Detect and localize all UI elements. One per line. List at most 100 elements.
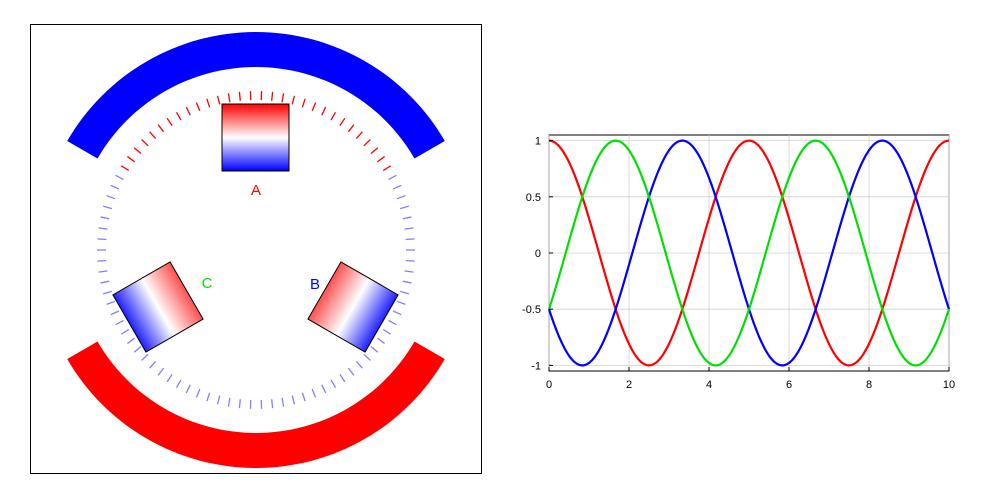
rim-tick (120, 328, 130, 335)
rim-tick (133, 345, 142, 353)
rim-tick (175, 379, 182, 389)
rim-tick (100, 216, 110, 220)
rim-tick (376, 156, 386, 163)
x-axis-ticks: 0 2 4 6 8 10 (546, 367, 955, 391)
rim-tick (281, 397, 285, 407)
rim-tick (166, 373, 173, 383)
rim-tick (126, 156, 136, 163)
phase-chart-panel: 0 2 4 6 8 10 1 0.5 0 -0.5 -1 (500, 110, 980, 410)
rim-tick (227, 93, 231, 103)
rim-tick (402, 280, 412, 284)
rim-tick (157, 367, 165, 376)
rim-tick (339, 117, 346, 127)
rim-tick (97, 238, 107, 241)
rim-tick (405, 259, 415, 262)
y-tick-label: 0 (535, 248, 541, 260)
y-tick-label: 1 (535, 136, 541, 148)
rim-tick (106, 300, 116, 305)
rim-tick (149, 361, 157, 369)
rim-tick (157, 124, 165, 133)
rim-tick (382, 165, 392, 172)
x-tick-label: 2 (626, 379, 632, 391)
coil-c-label: C (202, 275, 213, 292)
coil-b (307, 261, 399, 353)
rim-tick (141, 139, 149, 147)
rim-tick (227, 397, 231, 407)
rim-tick (311, 388, 317, 398)
rim-tick (347, 124, 355, 133)
coil-c (112, 261, 204, 353)
series-line-3 (547, 139, 951, 367)
rim-tick (238, 399, 241, 409)
rim-tick (339, 373, 346, 383)
rim-tick (301, 98, 306, 108)
y-tick-label: 0.5 (526, 192, 541, 204)
rim-tick (363, 353, 371, 361)
rim-tick (402, 216, 412, 220)
rim-tick (100, 280, 110, 284)
rim-tick (206, 392, 211, 402)
rim-tick (216, 95, 221, 105)
rim-tick (404, 270, 414, 273)
rim-tick (396, 300, 406, 305)
rim-tick (238, 91, 241, 101)
x-tick-label: 10 (943, 379, 955, 391)
rim-tick (185, 384, 191, 394)
rim-tick (281, 93, 285, 103)
rim-tick (376, 337, 386, 344)
rim-tick (216, 395, 221, 405)
rim-tick (311, 102, 317, 112)
rim-tick (291, 95, 296, 105)
x-tick-label: 4 (706, 379, 712, 391)
rim-tick (321, 106, 327, 116)
rim-tick (400, 290, 410, 295)
rim-tick (321, 384, 327, 394)
y-tick-label: -1 (531, 360, 541, 372)
rim-tick (396, 195, 406, 200)
rim-tick (400, 205, 410, 210)
rim-tick (271, 399, 274, 409)
rim-tick (392, 310, 402, 316)
chart-series (547, 139, 951, 367)
rim-tick (133, 147, 142, 155)
rim-tick (102, 290, 112, 295)
rim-tick (355, 361, 363, 369)
rim-tick (149, 131, 157, 139)
rim-tick (382, 328, 392, 335)
rotor-rim-ticks (97, 91, 415, 409)
rim-tick (102, 205, 112, 210)
phase-current-chart: 0 2 4 6 8 10 1 0.5 0 -0.5 -1 (522, 134, 955, 391)
rim-tick (175, 111, 182, 121)
rim-tick (330, 111, 337, 121)
x-tick-label: 0 (546, 379, 552, 391)
x-tick-label: 6 (786, 379, 792, 391)
rim-tick (388, 174, 397, 181)
rim-tick (166, 117, 173, 127)
rim-tick (120, 165, 130, 172)
rim-tick (110, 184, 120, 190)
rim-tick (141, 353, 149, 361)
rim-tick (291, 395, 296, 405)
rim-tick (370, 345, 379, 353)
rim-tick (404, 227, 414, 230)
stator-top-arc (67, 32, 445, 159)
y-tick-label: -0.5 (522, 304, 541, 316)
motor-diagram: A B C (67, 32, 445, 468)
rim-tick (195, 102, 201, 112)
rim-tick (115, 319, 124, 326)
rim-tick (355, 131, 363, 139)
rim-tick (110, 310, 120, 316)
rim-tick (330, 379, 337, 389)
coil-a (221, 103, 290, 172)
rim-tick (347, 367, 355, 376)
x-tick-label: 8 (866, 379, 872, 391)
rim-tick (271, 91, 274, 101)
rim-tick (370, 147, 379, 155)
rim-tick (115, 174, 124, 181)
rim-tick (98, 227, 108, 230)
y-axis-ticks: 1 0.5 0 -0.5 -1 (522, 136, 553, 372)
stator-bottom-arc (67, 341, 445, 468)
rim-tick (126, 337, 136, 344)
coil-b-label: B (310, 276, 320, 293)
rim-tick (388, 319, 397, 326)
